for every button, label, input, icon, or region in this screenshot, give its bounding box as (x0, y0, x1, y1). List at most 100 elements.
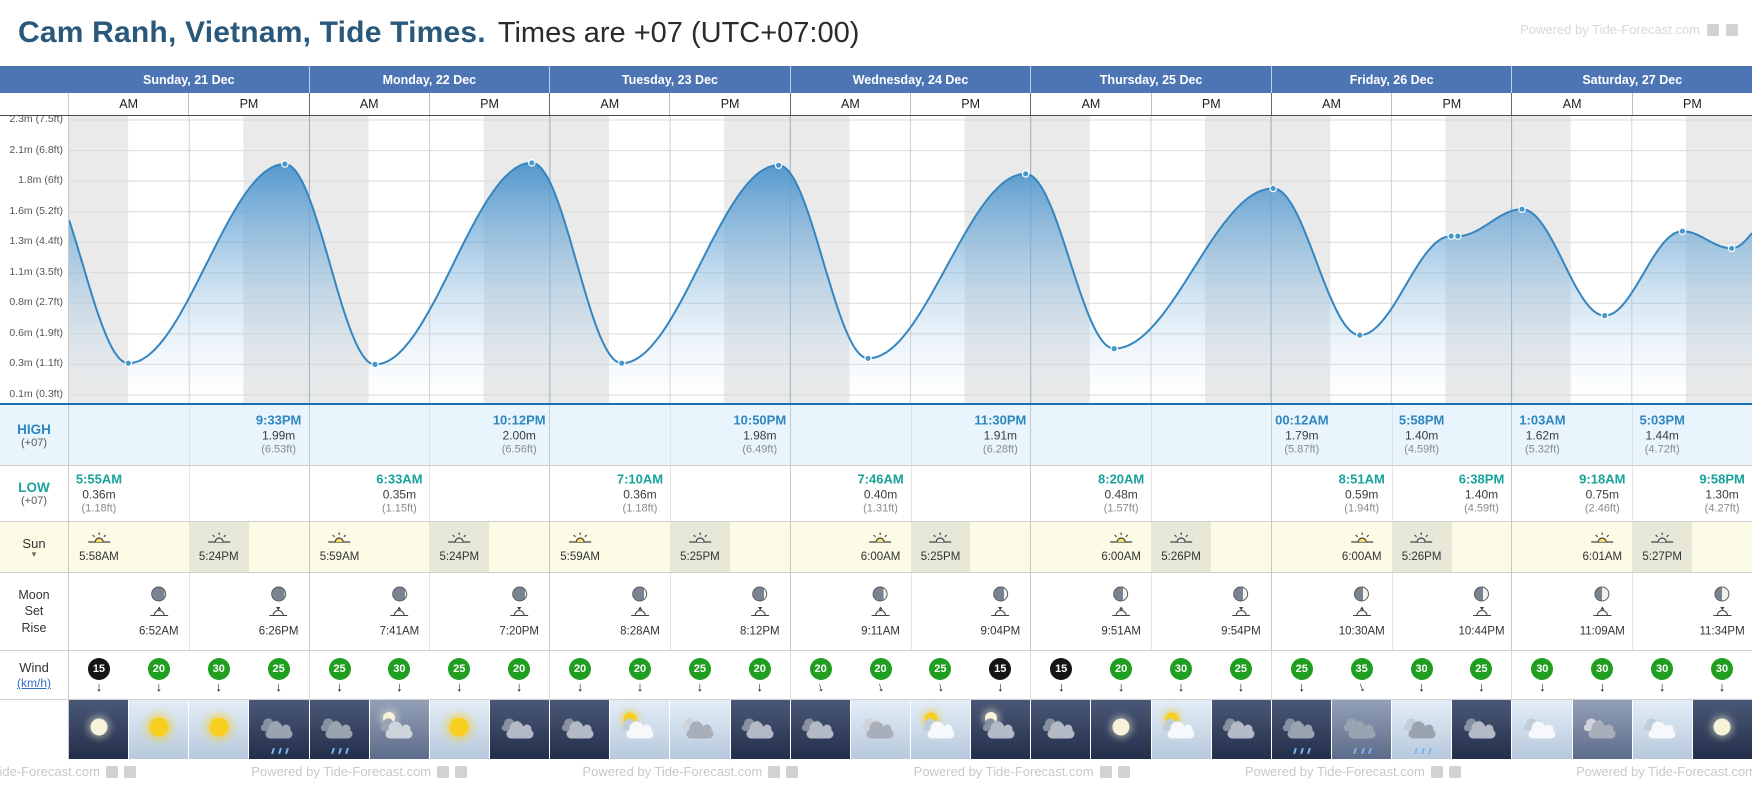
low-tide-entry-time: 5:55AM (75, 471, 123, 486)
weather-cell-sun-cloud (1150, 700, 1211, 759)
cloud-icon (686, 721, 714, 739)
sunset-icon (1649, 531, 1675, 549)
ampm-label: PM (1391, 93, 1511, 115)
sun-day-cell: 6:01AM 5:27PM (1511, 522, 1752, 572)
moon-row-label-line: Set (24, 604, 44, 619)
day-header-label: Friday, 26 Dec (1349, 72, 1434, 87)
wind-cell: 30 ↓ (369, 651, 429, 699)
wind-cell: 25 ↓ (1211, 651, 1271, 699)
low-tide-cells: 5:55AM 0.36m (1.18ft) 6:33AM 0.35m (1.15ft) 7:… (69, 466, 1752, 521)
wind-cell: 20 ↓ (789, 651, 851, 699)
moon-time: 9:04PM (980, 625, 1021, 637)
tide-day-cell: 10:50PM 1.98m (6.49ft) (549, 405, 790, 465)
wind-direction-arrow-icon: ↓ (1539, 678, 1546, 694)
rain-icon (278, 747, 282, 755)
moon-phase-icon (1714, 586, 1730, 601)
sunset-icon (687, 531, 713, 549)
sunrise-entry: 6:00AM (861, 531, 900, 563)
ampm-label: AM (1081, 97, 1101, 111)
ampm-label: AM (359, 97, 379, 111)
high-tide-entry-time: 9:33PM (255, 412, 302, 428)
ampm-spacer (0, 93, 69, 115)
rain-icon (271, 747, 275, 755)
rain-icon (1300, 747, 1305, 755)
social-icon (1707, 23, 1719, 36)
low-tide-entry-ft: (1.31ft) (863, 502, 898, 515)
low-tide-entry: 6:33AM 0.35m (1.15ft) (376, 471, 422, 516)
moonset-icon (1231, 604, 1251, 622)
wind-direction-arrow-icon: ↓ (215, 678, 222, 694)
weather-cells (69, 700, 1752, 759)
low-tide-entry-m: 0.48m (1104, 487, 1138, 502)
weather-cell-overcast (1571, 700, 1632, 759)
day-header-label: Tuesday, 23 Dec (621, 72, 718, 87)
sunset-shade-block (1391, 522, 1452, 572)
tide-day-cell: 7:46AM 0.40m (1.31ft) (789, 466, 1031, 521)
wind-speed-badge: 30 (388, 657, 411, 680)
wind-speed-badge: 20 (147, 657, 170, 680)
sun-time: 5:26PM (1401, 551, 1442, 563)
y-axis-tick-label: 1.3m (4.4ft) (9, 235, 63, 248)
sun-time: 5:26PM (1161, 551, 1201, 563)
moon-day-cell: 7:41AM 7:20PM (308, 573, 550, 650)
watermark-text: Powered by Tide-Forecast.com (1520, 22, 1700, 37)
sun-row-label: Sun (22, 535, 46, 551)
weather-row-header (0, 700, 69, 759)
low-tide-entry-ft: (1.18ft) (81, 502, 117, 515)
wind-cell: 20 ↓ (730, 651, 790, 699)
moon-time: 9:11AM (861, 625, 900, 637)
social-icon (1117, 765, 1130, 778)
low-tide-entry: 8:51AM 0.59m (1.94ft) (1339, 471, 1385, 516)
sunrise-icon (86, 531, 112, 549)
y-axis-tick-label: 0.3m (1.1ft) (9, 357, 63, 370)
high-tide-entry-time: 1:03AM (1519, 412, 1566, 428)
moon-phase-icon (1113, 586, 1129, 601)
moonset-icon (990, 604, 1010, 622)
cloud-icon (866, 721, 894, 739)
ampm-cell: AM PM (789, 93, 1031, 115)
low-tide-entry-m: 0.36m (82, 487, 116, 502)
moon-time: 7:41AM (379, 625, 420, 637)
low-tide-entry: 9:18AM 0.75m (2.46ft) (1579, 471, 1625, 516)
wind-speed-badge: 20 (628, 657, 651, 680)
high-tide-row: HIGH (+07) 9:33PM 1.99m (6.53ft) 10:12PM 2.0… (0, 403, 1752, 465)
page-title: Cam Ranh, Vietnam, Tide Times. (18, 16, 486, 49)
wind-direction-arrow-icon: ↓ (696, 678, 704, 694)
moonset-entry: 9:04PM (980, 586, 1021, 637)
high-tide-entry-ft: (4.72ft) (1644, 443, 1680, 456)
low-tide-entry-ft: (2.46ft) (1584, 502, 1620, 515)
moon-time: 10:44PM (1458, 625, 1505, 637)
social-icon (768, 765, 781, 778)
rain-icon (345, 747, 350, 755)
social-icon (1099, 765, 1112, 778)
high-tide-entry: 5:58PM 1.40m (4.59ft) (1399, 413, 1445, 458)
tide-day-cell: 10:12PM 2.00m (6.56ft) (308, 405, 550, 465)
wind-cell: 30 ↓ (189, 651, 249, 699)
wind-speed-badge: 30 (1531, 657, 1554, 680)
moon-time: 9:54PM (1221, 625, 1261, 637)
moon-day-cell: 8:28AM 8:12PM (549, 573, 790, 650)
high-tide-entry-m: 1.62m (1525, 428, 1560, 443)
ampm-cell: AM PM (1270, 93, 1512, 115)
moonrise-icon (1111, 604, 1131, 622)
cloud-icon (1468, 721, 1496, 739)
tide-day-cell: 1:03AM 1.62m (5.32ft) 5:03PM 1.44m (4.72ft) (1511, 405, 1752, 465)
sunset-shade-block (1632, 522, 1693, 572)
low-tide-entry-m: 1.40m (1464, 487, 1499, 502)
wind-unit-link[interactable]: (km/h) (17, 676, 51, 690)
wind-direction-arrow-icon: ↓ (336, 678, 343, 694)
weather-cell-overcast (669, 700, 730, 759)
ampm-label: PM (669, 93, 789, 115)
cloud-icon (1227, 721, 1255, 739)
wind-direction-arrow-icon: ↓ (576, 678, 584, 694)
sun-time: 6:00AM (1341, 551, 1382, 563)
high-tide-entry-ft: (6.53ft) (261, 443, 297, 456)
moonset-entry: 10:44PM (1459, 586, 1505, 637)
low-tide-entry-time: 9:18AM (1579, 471, 1626, 486)
moonrise-entry: 7:41AM (379, 586, 420, 637)
wind-cell: 30 ↓ (1392, 651, 1452, 699)
tide-day-cell: 9:18AM 0.75m (2.46ft) 9:58PM 1.30m (4.27ft) (1511, 466, 1752, 521)
sun-day-cell: 5:58AM 5:24PM (69, 522, 309, 572)
watermark-text: Powered by Tide-Forecast.com (913, 764, 1094, 779)
ampm-divider (188, 466, 190, 521)
